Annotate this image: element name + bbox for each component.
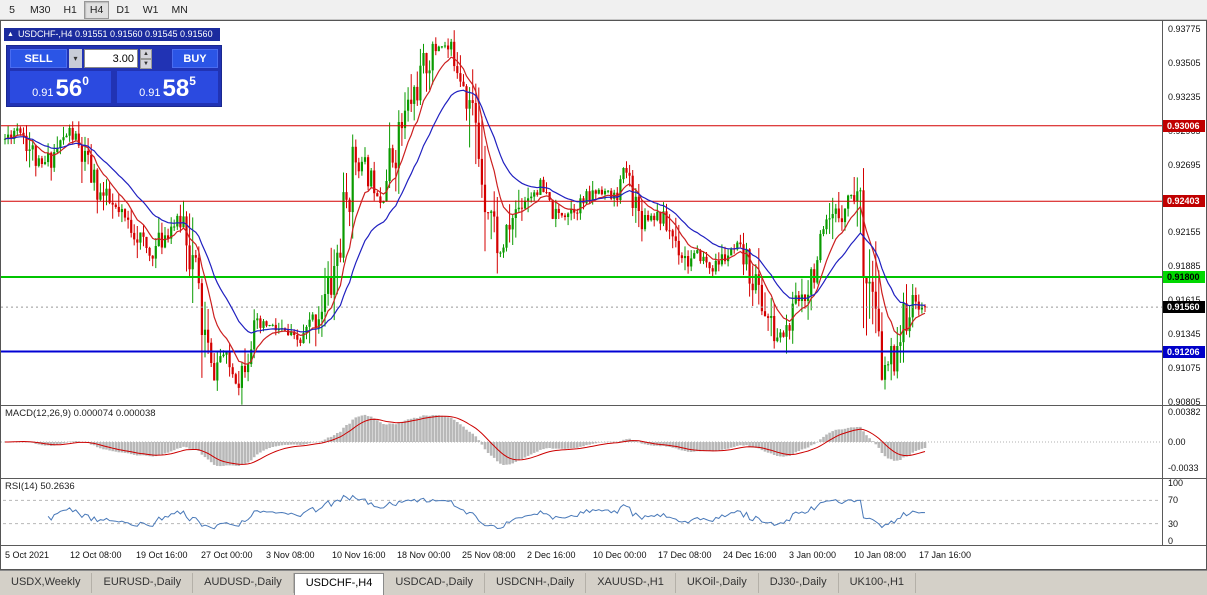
price-tick: 0.93235: [1168, 92, 1201, 102]
macd-signal-line: [5, 415, 926, 465]
pane-separator[interactable]: [1, 545, 1206, 546]
timeframe-button-w1[interactable]: W1: [136, 0, 165, 19]
time-label: 10 Dec 00:00: [593, 550, 647, 560]
time-axis[interactable]: 5 Oct 2021 12 Oct 08:00 19 Oct 16:00 27 Oct…: [1, 546, 1162, 569]
lot-size-input[interactable]: [84, 49, 138, 68]
macd-canvas[interactable]: [1, 406, 1162, 478]
tab-usdchf-h4[interactable]: USDCHF-,H4: [293, 573, 385, 595]
lot-decrease-button[interactable]: ▼: [140, 59, 152, 69]
time-label: 10 Nov 16:00: [332, 550, 386, 560]
buy-price-small: 0.91: [139, 87, 161, 99]
time-label: 18 Nov 00:00: [397, 550, 451, 560]
tab-bar: USDX,Weekly EURUSD-,Daily AUDUSD-,Daily USD…: [0, 570, 1207, 595]
price-chart-canvas[interactable]: [1, 21, 1162, 405]
chart-window: ▲ USDCHF-,H4 0.91551 0.91560 0.91545 0.9…: [0, 20, 1207, 570]
price-tick: 0.90805: [1168, 397, 1201, 407]
pane-separator[interactable]: [1, 405, 1206, 406]
moving-average-24: [4, 89, 926, 334]
rsi-label: RSI(14) 50.2636: [5, 481, 75, 492]
ohlc-text: USDCHF-,H4 0.91551 0.91560 0.91545 0.915…: [17, 29, 213, 39]
price-pane: ▲ USDCHF-,H4 0.91551 0.91560 0.91545 0.9…: [1, 21, 1162, 405]
sell-price-small: 0.91: [32, 87, 54, 99]
sell-price-big: 56: [55, 75, 83, 102]
tab-eurusd-daily[interactable]: EURUSD-,Daily: [92, 573, 194, 593]
time-label: 3 Jan 00:00: [789, 550, 837, 560]
rsi-tick: 100: [1168, 478, 1184, 488]
rsi-line: [47, 494, 926, 530]
time-label: 3 Nov 08:00: [266, 550, 315, 560]
price-tick: 0.93775: [1168, 24, 1201, 34]
sell-price-button[interactable]: 0.91 56 0: [10, 71, 111, 103]
time-label: 5 Oct 2021: [5, 550, 50, 560]
time-label: 10 Jan 08:00: [854, 550, 907, 560]
moving-average-10: [4, 56, 926, 365]
tab-dj30-daily[interactable]: DJ30-,Daily: [759, 573, 839, 593]
timeframe-button-d1[interactable]: D1: [110, 0, 136, 19]
one-click-trading-panel: SELL ▾ ▲ ▼ BUY 0.91 56 0 0.91 58 5: [6, 45, 222, 107]
price-level-badge: 0.91206: [1163, 346, 1205, 358]
timeframe-button-5[interactable]: 5: [1, 0, 23, 19]
timeframe-toolbar: 5 M30 H1 H4 D1 W1 MN: [0, 0, 1207, 20]
tab-usdx-weekly[interactable]: USDX,Weekly: [0, 573, 93, 593]
macd-label: MACD(12,26,9) 0.000074 0.000038: [5, 408, 156, 419]
buy-price-sup: 5: [189, 74, 196, 88]
rsi-tick: 30: [1168, 519, 1179, 529]
time-label: 2 Dec 16:00: [527, 550, 576, 560]
buy-price-button[interactable]: 0.91 58 5: [117, 71, 218, 103]
candles: [3, 30, 927, 405]
tab-ukoil-daily[interactable]: UKOil-,Daily: [676, 573, 759, 593]
lot-spinner: ▲ ▼: [140, 49, 152, 69]
chart-title: ▲ USDCHF-,H4 0.91551 0.91560 0.91545 0.9…: [4, 28, 220, 41]
buy-button[interactable]: BUY: [172, 49, 218, 68]
time-label: 12 Oct 08:00: [70, 550, 122, 560]
current-price-badge: 0.91560: [1163, 301, 1205, 313]
macd-tick: 0.00: [1168, 437, 1186, 447]
tab-uk100-h1[interactable]: UK100-,H1: [839, 573, 917, 593]
macd-histogram: [3, 414, 927, 467]
macd-tick: 0.00382: [1168, 407, 1201, 417]
price-tick: 0.91615: [1168, 295, 1201, 305]
time-label: 19 Oct 16:00: [136, 550, 188, 560]
time-label: 25 Nov 08:00: [462, 550, 516, 560]
buy-price-big: 58: [162, 75, 190, 102]
price-level-badge: 0.91800: [1163, 271, 1205, 283]
pane-separator[interactable]: [1, 478, 1206, 479]
macd-tick: -0.0033: [1168, 463, 1199, 473]
tab-xauusd-h1[interactable]: XAUUSD-,H1: [586, 573, 676, 593]
price-level-badge: 0.92403: [1163, 195, 1205, 207]
tab-audusd-daily[interactable]: AUDUSD-,Daily: [193, 573, 294, 593]
sell-price-sup: 0: [82, 74, 89, 88]
macd-pane: MACD(12,26,9) 0.000074 0.000038: [1, 406, 1162, 478]
timeframe-button-h4[interactable]: H4: [83, 0, 110, 19]
timeframe-button-mn[interactable]: MN: [165, 0, 194, 19]
rsi-tick: 70: [1168, 495, 1179, 505]
lot-increase-button[interactable]: ▲: [140, 49, 152, 59]
timeframe-button-h1[interactable]: H1: [57, 0, 83, 19]
price-axis[interactable]: 0.937750.935050.932350.929650.926950.924…: [1162, 21, 1206, 546]
timeframe-button-m30[interactable]: M30: [24, 0, 57, 19]
rsi-canvas[interactable]: [1, 479, 1162, 545]
price-tick: 0.92695: [1168, 160, 1201, 170]
time-label: 17 Dec 08:00: [658, 550, 712, 560]
price-tick: 0.93505: [1168, 58, 1201, 68]
time-label: 27 Oct 00:00: [201, 550, 253, 560]
time-label: 17 Jan 16:00: [919, 550, 972, 560]
price-tick: 0.91075: [1168, 363, 1201, 373]
time-label: 24 Dec 16:00: [723, 550, 777, 560]
tab-usdcad-daily[interactable]: USDCAD-,Daily: [384, 573, 485, 593]
rsi-tick: 0: [1168, 536, 1174, 546]
collapse-icon[interactable]: ▲: [7, 31, 14, 38]
tab-usdcnh-daily[interactable]: USDCNH-,Daily: [485, 573, 587, 593]
sell-button[interactable]: SELL: [10, 49, 67, 68]
price-tick: 0.91345: [1168, 329, 1201, 339]
price-tick: 0.91885: [1168, 261, 1201, 271]
price-level-badge: 0.93006: [1163, 120, 1205, 132]
rsi-pane: RSI(14) 50.2636: [1, 479, 1162, 545]
lot-dropdown-arrow[interactable]: ▾: [69, 49, 82, 68]
price-tick: 0.92155: [1168, 227, 1201, 237]
